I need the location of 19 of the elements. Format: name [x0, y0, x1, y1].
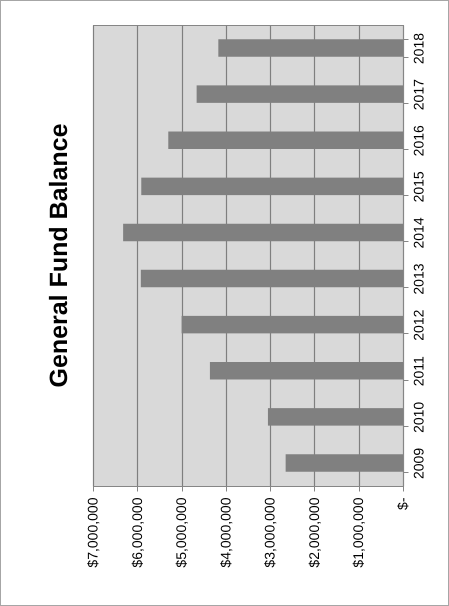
- y-tick-label: 2009: [410, 448, 426, 480]
- y-tick-label: 2018: [410, 32, 426, 64]
- y-tick-label: 2013: [410, 263, 426, 295]
- y-tick-label: 2014: [410, 217, 426, 249]
- text: General Fund Balance: [45, 123, 73, 388]
- x-tick-label: $5,000,000: [173, 497, 190, 568]
- y-tick-label: 2010: [410, 402, 426, 433]
- x-tick-label: $2,000,000: [306, 497, 322, 568]
- y-tick-label: 2016: [410, 124, 426, 156]
- x-tick-label: $1,000,000: [350, 497, 366, 568]
- y-tick-label: 2017: [410, 78, 426, 110]
- y-tick-label: 2011: [410, 356, 426, 386]
- y-tick-label: 2012: [410, 309, 426, 341]
- x-tick-label: $4,000,000: [217, 497, 234, 568]
- x-tick-label: $7,000,000: [84, 497, 100, 568]
- y-tick-label: 2015: [410, 171, 426, 202]
- x-tick-label: $3,000,000: [262, 497, 278, 568]
- x-tick-label: $-: [394, 497, 410, 510]
- x-tick-label: $6,000,000: [128, 497, 145, 568]
